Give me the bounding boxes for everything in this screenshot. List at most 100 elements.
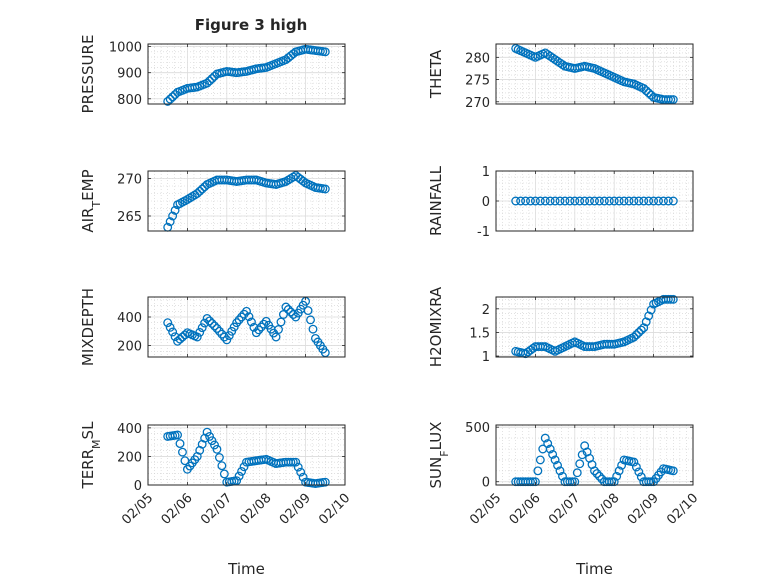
y-tick-label: 0	[134, 479, 142, 494]
data-point	[639, 83, 649, 93]
y-tick-label: -1	[477, 225, 490, 240]
x-tick-label: 02/07	[546, 491, 583, 528]
subplot-theta: 270 275 280 THETA	[427, 43, 694, 111]
data-point	[597, 474, 607, 484]
data-point	[663, 196, 673, 206]
data-point	[298, 176, 308, 186]
data-point	[619, 196, 629, 206]
x-tick-label: 02/09	[277, 491, 314, 528]
data-point	[165, 217, 175, 227]
data-point	[641, 317, 651, 327]
x-tick-label: 02/08	[237, 491, 274, 528]
y-axis-label-part: LUX	[427, 422, 445, 451]
data-point	[234, 315, 244, 325]
data-point	[210, 440, 219, 450]
figure-title: Figure 3 high	[195, 16, 308, 34]
data-point	[649, 196, 659, 206]
data-point	[205, 316, 215, 326]
data-point	[614, 466, 624, 476]
minor-grid	[496, 43, 693, 104]
data-point	[526, 477, 535, 487]
data-point	[246, 317, 256, 327]
axes-box	[147, 424, 346, 486]
y-axis-label: SUNFLUX	[427, 422, 451, 489]
data-point	[594, 471, 604, 481]
y-tick-label: 500	[465, 421, 490, 436]
y-tick-label: 800	[117, 93, 142, 108]
data-point	[207, 436, 217, 446]
subplot-pressure: 800 900 1000 PRESSURE	[79, 35, 346, 114]
data-point	[636, 325, 646, 335]
y-tick-label: 1.5	[469, 326, 490, 341]
data-point	[202, 427, 212, 437]
data-point	[644, 88, 654, 98]
y-tick-label: 0	[482, 476, 490, 491]
data-point	[540, 433, 550, 443]
y-axis-label: H2OMIXRA	[427, 286, 445, 367]
data-point	[178, 447, 187, 457]
data-point	[540, 196, 550, 206]
data-point	[577, 450, 587, 460]
data-point	[634, 467, 644, 477]
data-point	[668, 466, 678, 476]
data-point	[192, 332, 202, 342]
data-point	[575, 196, 585, 206]
y-axis-label-part: TERR	[79, 449, 97, 490]
data-point	[303, 306, 313, 316]
data-point	[558, 60, 567, 70]
data-point	[530, 477, 540, 487]
data-point	[555, 466, 565, 476]
data-point	[168, 92, 178, 102]
data-point	[644, 196, 654, 206]
data-point	[609, 477, 619, 487]
y-tick-label: 265	[117, 210, 142, 225]
data-point	[207, 318, 217, 328]
data-point	[555, 196, 565, 206]
subplot-sun-flux: 0 500 SUNFLUX 02/05 02/06 02/07 02/08 02/09 02/1…	[427, 421, 701, 578]
data-point	[585, 196, 595, 206]
data-point	[288, 310, 298, 319]
data-point	[567, 477, 577, 487]
tick-marks	[147, 171, 346, 231]
data-point	[629, 332, 639, 342]
data-point	[163, 318, 173, 328]
data-point	[548, 450, 558, 459]
subplot-mixdepth: 200 400 MIXDEPTH	[79, 288, 346, 366]
data-point	[254, 325, 264, 335]
data-points	[511, 196, 678, 206]
data-point	[543, 439, 553, 448]
y-axis-label: AIRTEMP	[79, 169, 103, 232]
data-point	[291, 457, 301, 467]
x-tick-label: 02/05	[467, 491, 504, 528]
minor-grid	[496, 297, 693, 357]
data-point	[320, 47, 330, 57]
data-point	[214, 326, 224, 336]
x-tick-label: 02/10	[316, 491, 353, 528]
data-point	[572, 468, 582, 478]
data-point	[639, 196, 649, 206]
y-axis-label: PRESSURE	[79, 35, 97, 114]
data-point	[565, 477, 575, 487]
data-point	[516, 196, 526, 206]
tick-marks	[495, 297, 694, 357]
data-point	[666, 95, 676, 105]
y-tick-label: 270	[465, 96, 490, 111]
y-tick-label: 200	[117, 450, 142, 465]
data-point	[170, 205, 180, 215]
data-point	[219, 469, 229, 479]
x-tick-label: 02/06	[507, 491, 544, 528]
data-point	[550, 455, 560, 465]
data-point	[592, 469, 602, 478]
data-point	[604, 477, 614, 487]
data-point	[197, 184, 207, 194]
data-point	[634, 196, 644, 206]
data-points	[163, 427, 330, 489]
data-point	[629, 196, 639, 206]
axes-box	[147, 43, 346, 105]
y-tick-label: 1000	[109, 41, 142, 56]
data-point	[163, 96, 173, 106]
data-point	[251, 328, 261, 338]
y-axis-label: THETA	[427, 49, 445, 99]
data-points	[163, 296, 330, 358]
